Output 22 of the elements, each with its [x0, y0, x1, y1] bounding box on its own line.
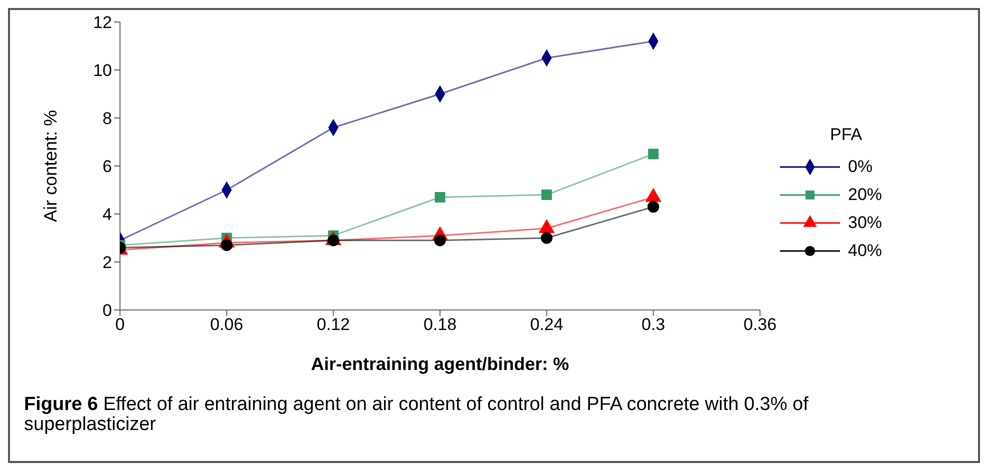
legend-label: 30% [848, 213, 882, 233]
x-tick-label: 0.18 [423, 315, 457, 334]
legend-title: PFA [830, 125, 864, 145]
legend-label: 40% [848, 241, 882, 261]
caption: Figure 6 Effect of air entraining agent on air content of control and PFA concrete with 0.3% of superplasticizer [24, 394, 810, 435]
y-tick-label: 0 [102, 301, 112, 320]
x-tick-label: 0.12 [316, 315, 350, 334]
x-tick-label: 0.24 [530, 315, 564, 334]
y-axis-title: Air content: % [40, 110, 60, 222]
y-tick-label: 4 [102, 205, 112, 224]
y-tick-label: 2 [102, 253, 112, 272]
x-tick-label: 0 [115, 315, 125, 334]
y-tick-label: 6 [102, 157, 112, 176]
x-axis-title: Air-entraining agent/binder: % [310, 354, 570, 374]
x-tick-label: 0.3 [642, 315, 666, 334]
y-tick-label: 12 [93, 13, 112, 32]
x-tick-label: 0.36 [743, 315, 777, 334]
legend-label: 0% [848, 157, 873, 177]
y-tick-label: 10 [93, 61, 112, 80]
x-tick-label: 0.06 [210, 315, 244, 334]
legend-label: 20% [848, 185, 882, 205]
y-tick-label: 8 [102, 109, 112, 128]
